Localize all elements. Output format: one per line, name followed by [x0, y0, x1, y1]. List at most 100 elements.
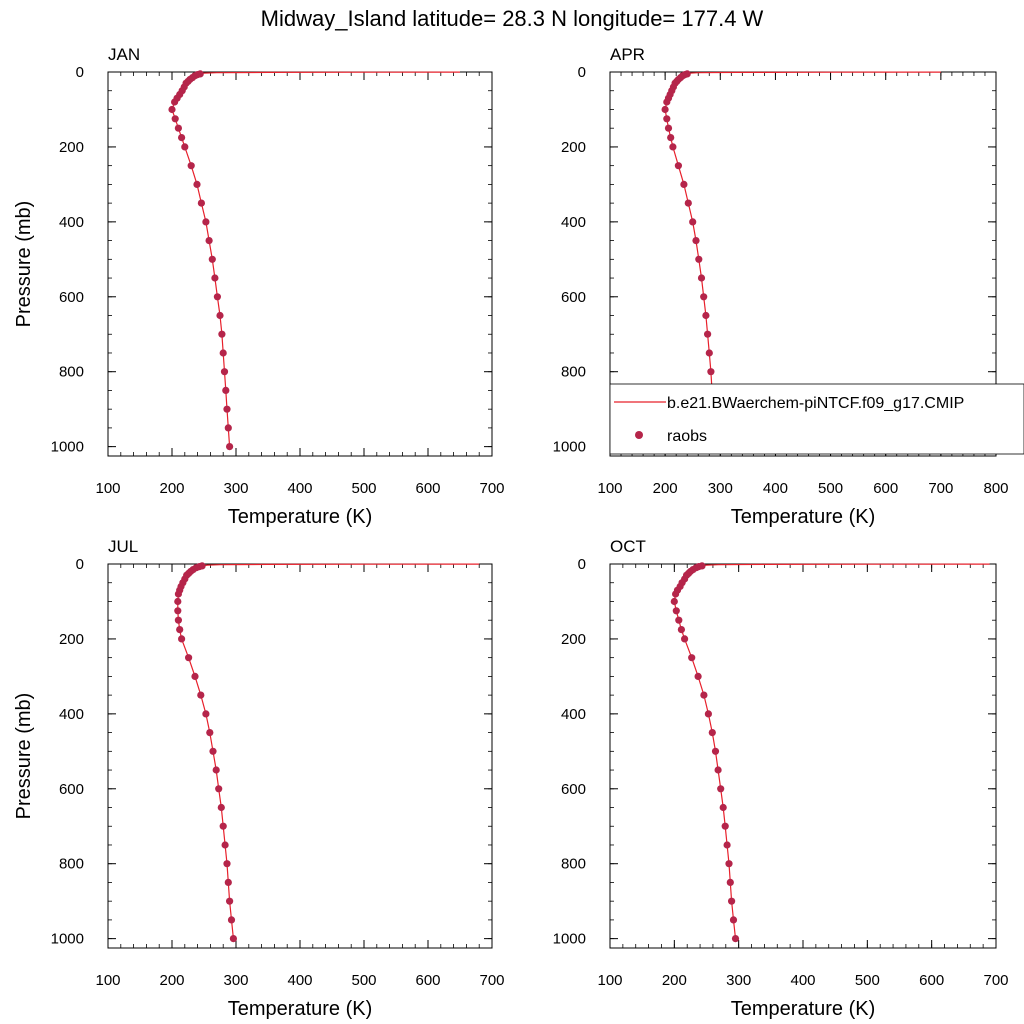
panel-label-oct: OCT	[610, 537, 646, 556]
y-tick-label: 0	[76, 64, 84, 81]
y-tick-label: 600	[561, 289, 586, 306]
raobs-point	[721, 822, 729, 830]
raobs-point	[731, 935, 740, 943]
raobs-point	[217, 803, 225, 812]
raobs-point	[694, 672, 702, 681]
raobs-point	[221, 841, 229, 849]
raobs-point	[206, 729, 214, 737]
raobs-point	[663, 115, 671, 123]
panel-oct: OCT 100 200 300 400 500 600 700 0 200 400 600 800 100…	[553, 537, 1009, 1020]
raobs-point	[212, 766, 220, 774]
x-tick-label: 400	[287, 972, 312, 989]
raobs-point	[211, 274, 219, 282]
y-tick-label: 0	[578, 556, 586, 573]
y-tick-label: 800	[561, 856, 586, 873]
y-tick-label: 0	[76, 556, 84, 573]
raobs-point	[202, 710, 210, 718]
raobs-point	[717, 785, 725, 793]
raobs-point	[174, 590, 182, 598]
raobs-point	[226, 443, 234, 451]
raobs-point	[220, 368, 229, 376]
legend-box	[609, 383, 1024, 455]
raobs-point	[728, 897, 736, 905]
raobs-point	[216, 311, 224, 320]
y-tick-label: 200	[561, 631, 586, 648]
raobs-point	[681, 635, 689, 643]
x-tick-label: 400	[287, 480, 312, 497]
raobs-point	[174, 607, 182, 615]
raobs-point	[675, 616, 683, 624]
raobs-point	[205, 237, 213, 245]
raobs-point	[229, 935, 237, 943]
legend-marker-swatch	[635, 431, 643, 439]
raobs-point	[226, 897, 234, 905]
panel-apr: APR 100 200 300 400 500 600 700 800 0 200 400 600 800…	[553, 45, 1009, 528]
raobs-point	[191, 672, 199, 681]
raobs-point	[684, 199, 692, 207]
y-tick-label: 400	[561, 706, 586, 723]
x-tick-label: 300	[223, 972, 248, 989]
y-tick-label: 800	[561, 364, 586, 381]
x-tick-label: 700	[928, 480, 953, 497]
x-tick-label: 700	[983, 972, 1008, 989]
x-tick-label: 500	[351, 972, 376, 989]
panels: JAN 100 200 300 400 500 600 700 0 200 400 600 800 100…	[13, 45, 1009, 1020]
raobs-point	[208, 255, 216, 263]
x-tick-label: 200	[662, 972, 687, 989]
y-axis-title-jan: Pressure (mb)	[13, 201, 35, 328]
x-axis-title-jan: Temperature (K)	[228, 506, 373, 528]
raobs-point	[692, 237, 700, 245]
x-tick-label: 500	[351, 480, 376, 497]
raobs-point	[688, 654, 696, 662]
x-axis-title-oct: Temperature (K)	[731, 998, 876, 1020]
raobs-point	[193, 180, 201, 188]
x-tick-label: 500	[818, 480, 843, 497]
raobs-point	[187, 162, 195, 170]
x-tick-label: 600	[415, 480, 440, 497]
raobs-point	[677, 626, 686, 634]
raobs-point	[700, 691, 708, 699]
x-tick-label: 300	[223, 480, 248, 497]
x-tick-label: 200	[653, 480, 678, 497]
raobs-point	[168, 105, 176, 114]
raobs-point	[697, 274, 706, 282]
raobs-point	[227, 916, 236, 924]
y-tick-label: 400	[59, 706, 84, 723]
y-tick-label: 1000	[51, 931, 84, 948]
x-axis-title-jul: Temperature (K)	[228, 998, 373, 1020]
raobs-point	[708, 729, 716, 737]
raobs-point	[711, 747, 720, 755]
raobs-point	[171, 98, 179, 106]
x-tick-label: 100	[95, 972, 120, 989]
raobs-point	[219, 822, 227, 830]
raobs-point	[667, 134, 675, 142]
raobs-point	[669, 143, 677, 151]
y-axis-title-jul: Pressure (mb)	[13, 693, 35, 820]
y-tick-label: 0	[578, 64, 586, 81]
x-tick-label: 500	[855, 972, 880, 989]
panel-label-jul: JUL	[108, 537, 138, 556]
raobs-point	[672, 590, 680, 598]
raobs-point	[215, 785, 223, 793]
raobs-point	[707, 368, 715, 376]
x-tick-label: 600	[415, 972, 440, 989]
raobs-point	[174, 124, 182, 132]
raobs-point	[197, 691, 205, 699]
x-axis-title-apr: Temperature (K)	[731, 506, 876, 528]
panel-label-jan: JAN	[108, 45, 140, 64]
raobs-point	[178, 134, 186, 142]
x-tick-label: 700	[479, 972, 504, 989]
y-tick-label: 800	[59, 364, 84, 381]
raobs-point	[185, 654, 193, 662]
x-tick-label: 300	[726, 972, 751, 989]
y-tick-label: 400	[59, 214, 84, 231]
legend-label-model: b.e21.BWaerchem-piNTCF.f09_g17.CMIP	[667, 395, 964, 412]
raobs-point	[663, 98, 671, 106]
x-tick-label: 100	[597, 972, 622, 989]
y-tick-label: 600	[59, 781, 84, 798]
raobs-point	[176, 626, 184, 634]
x-tick-label: 600	[919, 972, 944, 989]
panel-label-apr: APR	[610, 45, 645, 64]
raobs-point	[181, 143, 189, 151]
